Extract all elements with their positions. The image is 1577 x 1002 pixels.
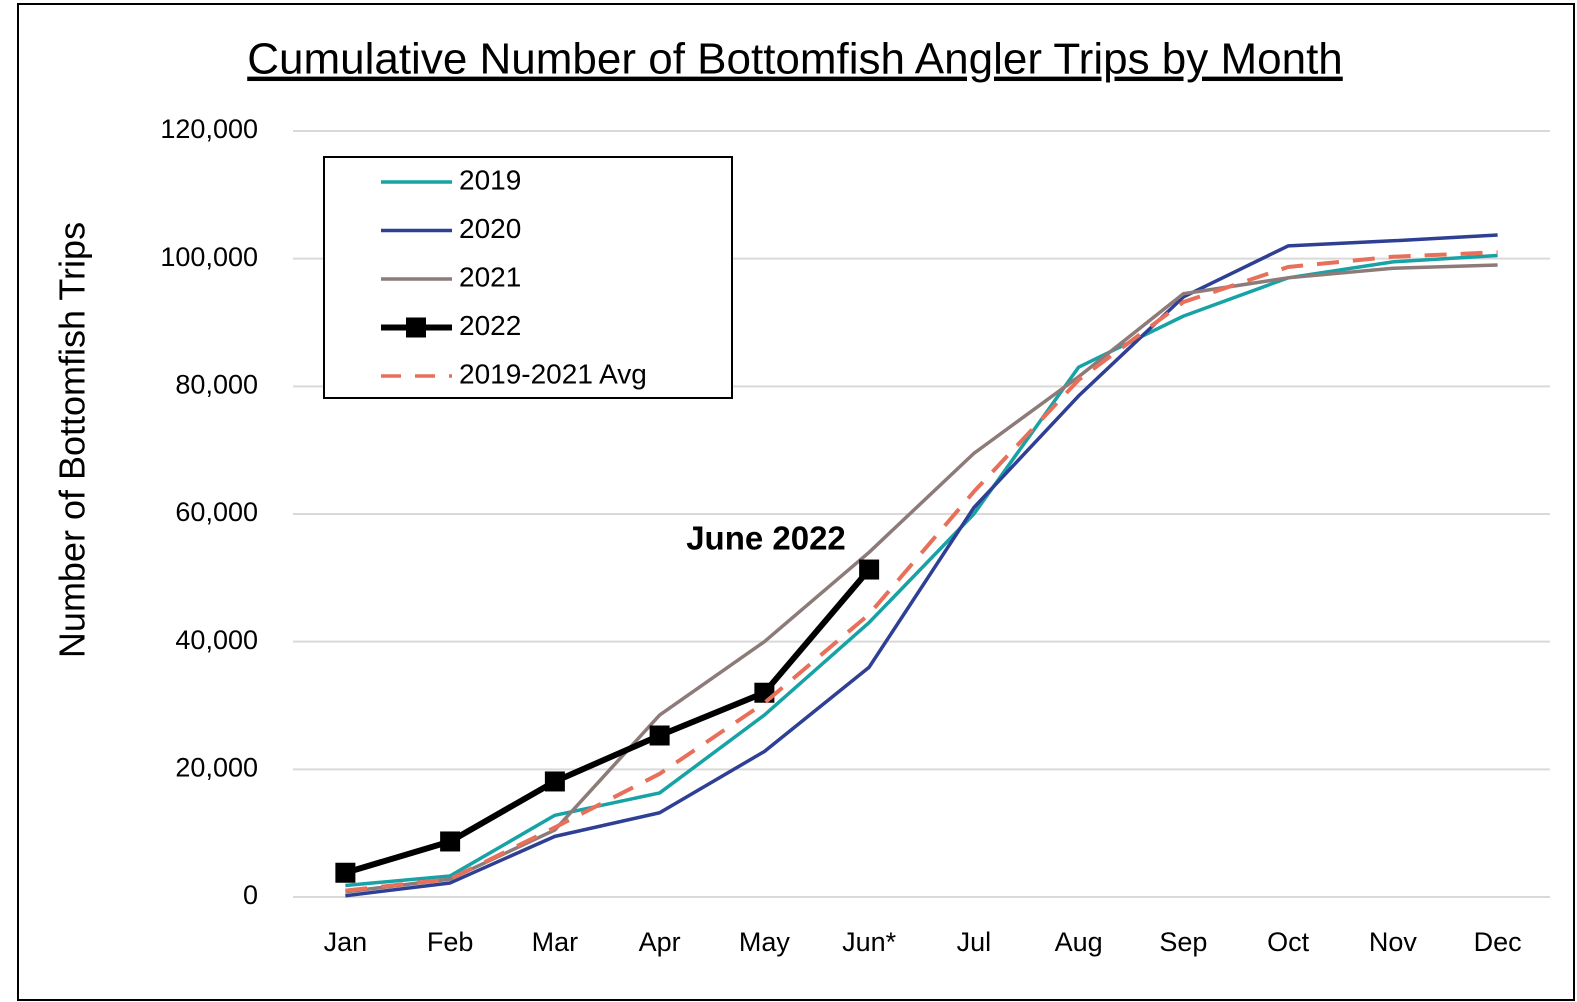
legend-label: 2021 [459, 261, 521, 292]
legend-label: 2019 [459, 164, 521, 195]
x-tick-label: Oct [1267, 927, 1310, 957]
legend-label: 2022 [459, 310, 521, 341]
series-marker [754, 682, 775, 703]
y-tick-label: 60,000 [175, 497, 258, 527]
series-marker [859, 559, 880, 580]
frame [17, 3, 1575, 1001]
annotation: June 2022 [686, 520, 846, 557]
series-line [345, 250, 1498, 893]
x-tick-label: Jan [324, 927, 368, 957]
series-line [345, 233, 1498, 898]
series-marker [335, 862, 356, 883]
y-tick-label: 20,000 [175, 752, 258, 782]
x-tick-label: Feb [427, 927, 474, 957]
x-tick-label: Aug [1055, 927, 1103, 957]
series-marker [440, 831, 461, 852]
x-tick-label: Nov [1369, 927, 1418, 957]
series-marker [544, 771, 565, 792]
y-tick-label: 120,000 [160, 114, 258, 144]
x-tick-label: Dec [1474, 927, 1522, 957]
y-axis-label: Number of Bottomfish Trips [52, 222, 93, 658]
x-tick-label: Mar [532, 927, 579, 957]
legend-label: 2020 [459, 213, 521, 244]
series-line [344, 567, 872, 876]
series-marker [649, 725, 670, 746]
x-tick-label: Jun* [842, 927, 897, 957]
y-tick-label: 80,000 [175, 369, 258, 399]
x-tick-label: Jul [957, 927, 992, 957]
x-tick-label: May [739, 927, 791, 957]
x-tick-label: Apr [639, 927, 681, 957]
legend-marker [406, 317, 426, 338]
x-tick-label: Sep [1159, 927, 1207, 957]
y-tick-label: 0 [243, 880, 258, 910]
chart-title: Cumulative Number of Bottomfish Angler T… [247, 35, 1343, 84]
y-tick-label: 100,000 [160, 242, 258, 272]
y-tick-label: 40,000 [175, 625, 258, 655]
legend-label: 2019-2021 Avg [459, 358, 647, 389]
